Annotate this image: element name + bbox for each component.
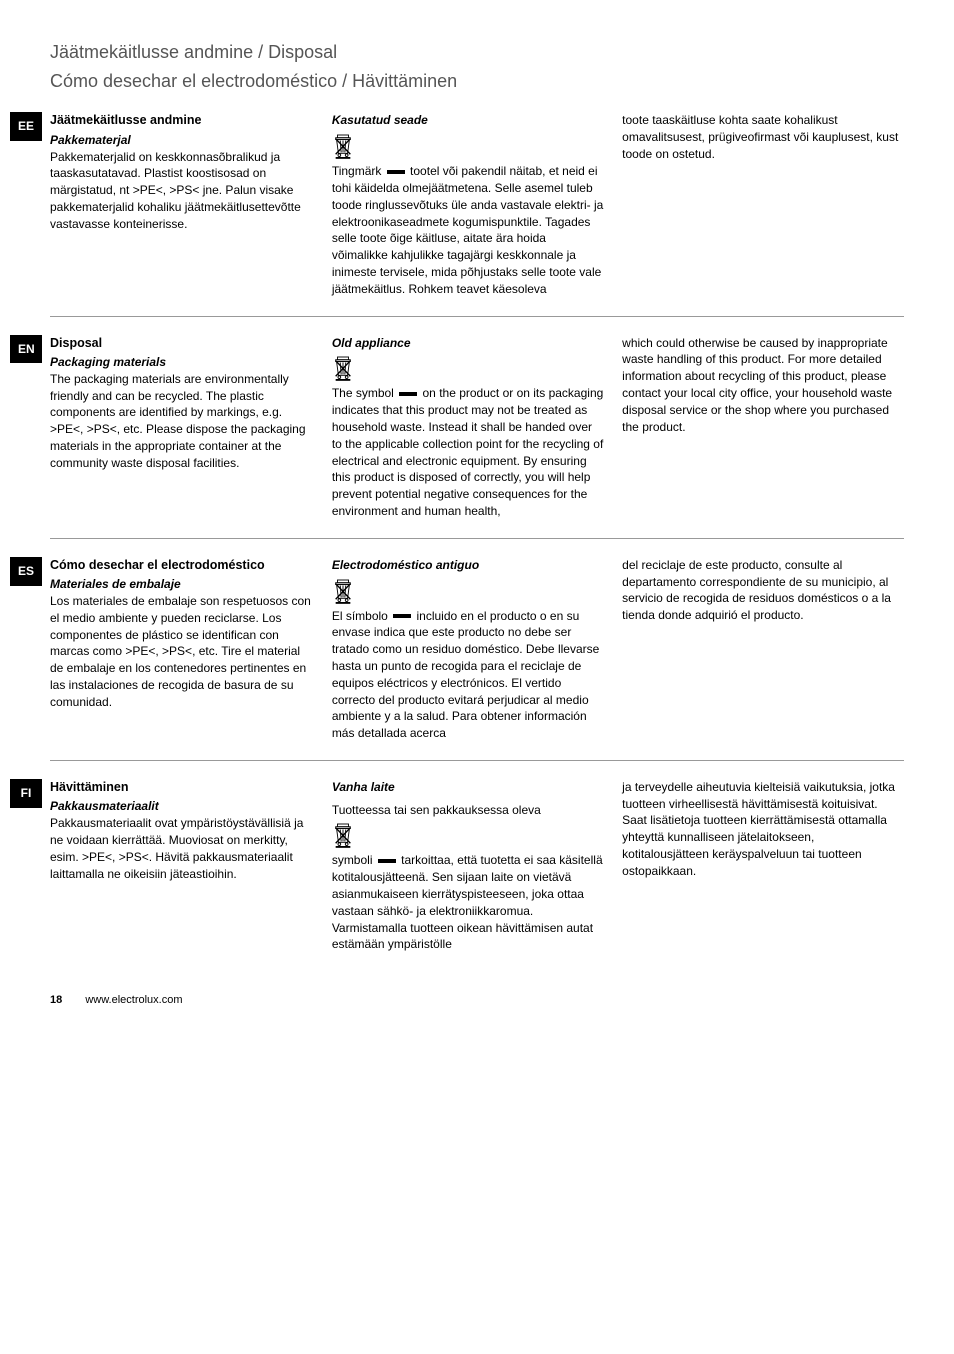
es-col2-sub: Electrodoméstico antiguo <box>332 557 604 574</box>
ee-col2-body: Tingmärk tootel või pakendil näitab, et … <box>332 163 604 297</box>
fi-col2-sub: Vanha laite <box>332 779 604 796</box>
weee-icon <box>393 612 411 620</box>
lang-tag-es: ES <box>10 557 42 586</box>
ee-sub: Pakkematerjal <box>50 132 314 149</box>
separator <box>50 316 904 317</box>
fi-heading: Hävittäminen <box>50 779 314 797</box>
fi-sub: Pakkausmateriaalit <box>50 798 314 815</box>
es-col3: del reciclaje de este producto, consulte… <box>622 557 904 742</box>
en-col3-body: which could otherwise be caused by inapp… <box>622 335 904 436</box>
ee-col2: Kasutatud seade Tingmärk tootel või pake… <box>332 112 622 297</box>
block-es: ES Cómo desechar el electrodoméstico Mat… <box>50 557 904 742</box>
block-fi: FI Hävittäminen Pakkausmateriaalit Pakka… <box>50 779 904 953</box>
ee-col1: Jäätmekäitlusse andmine Pakkematerjal Pa… <box>50 112 332 297</box>
ee-col1-body: Pakkematerjalid on keskkonnasõbralikud j… <box>50 149 314 233</box>
weee-icon <box>378 857 396 865</box>
fi-col2-line1: Tuotteessa tai sen pakkauksessa oleva <box>332 802 604 819</box>
es-col1-body: Los materiales de embalaje son respetuos… <box>50 593 314 711</box>
es-col3-body: del reciclaje de este producto, consulte… <box>622 557 904 624</box>
en-col1-body: The packaging materials are environ­ment… <box>50 371 314 472</box>
weee-icon <box>332 133 354 159</box>
title-line-1: Jäätmekäitlusse andmine / Disposal <box>50 40 904 65</box>
weee-icon <box>332 355 354 381</box>
ee-heading: Jäätmekäitlusse andmine <box>50 112 314 130</box>
ee-col3: toote taaskäitluse kohta saate kohalikus… <box>622 112 904 297</box>
weee-icon <box>332 822 354 848</box>
block-en: EN Disposal Packaging materials The pack… <box>50 335 904 520</box>
separator <box>50 760 904 761</box>
en-heading: Disposal <box>50 335 314 353</box>
en-col1: Disposal Packaging materials The packagi… <box>50 335 332 520</box>
en-col2-body: The symbol on the product or on its pack… <box>332 385 604 519</box>
lang-tag-ee: EE <box>10 112 42 141</box>
fi-col3: ja terveydelle aiheutuvia kielteisiä vai… <box>622 779 904 953</box>
es-col2: Electrodoméstico antiguo El símbolo incl… <box>332 557 622 742</box>
en-col3: which could otherwise be caused by inapp… <box>622 335 904 520</box>
footer: 18 www.electrolux.com <box>50 993 904 1008</box>
fi-col3-body: ja terveydelle aiheutuvia kielteisiä vai… <box>622 779 904 880</box>
weee-icon <box>332 578 354 604</box>
footer-url: www.electrolux.com <box>85 994 182 1006</box>
title-line-2: Cómo desechar el electrodoméstico / Hävi… <box>50 69 904 94</box>
ee-col2-sub: Kasutatud seade <box>332 112 604 129</box>
fi-col2: Vanha laite Tuotteessa tai sen pakkaukse… <box>332 779 622 953</box>
separator <box>50 538 904 539</box>
block-ee: EE Jäätmekäitlusse andmine Pakkematerjal… <box>50 112 904 297</box>
lang-tag-fi: FI <box>10 779 42 808</box>
lang-tag-en: EN <box>10 335 42 364</box>
weee-icon <box>387 168 405 176</box>
page-title: Jäätmekäitlusse andmine / Disposal Cómo … <box>50 40 904 94</box>
page-number: 18 <box>50 994 62 1006</box>
en-col2: Old appliance The symbol on the product … <box>332 335 622 520</box>
fi-col2-body: symboli tarkoittaa, että tuotetta ei saa… <box>332 852 604 953</box>
ee-col3-body: toote taaskäitluse kohta saate kohalikus… <box>622 112 904 162</box>
fi-col1: Hävittäminen Pakkausmateriaalit Pakkausm… <box>50 779 332 953</box>
es-col1: Cómo desechar el electrodoméstico Materi… <box>50 557 332 742</box>
es-col2-body: El símbolo incluido en el producto o en … <box>332 608 604 742</box>
fi-col1-body: Pakkausmateriaalit ovat ympäristöystäväl… <box>50 815 314 882</box>
es-sub: Materiales de embalaje <box>50 576 314 593</box>
en-sub: Packaging materials <box>50 354 314 371</box>
weee-icon <box>399 390 417 398</box>
es-heading: Cómo desechar el electrodoméstico <box>50 557 314 575</box>
en-col2-sub: Old appliance <box>332 335 604 352</box>
